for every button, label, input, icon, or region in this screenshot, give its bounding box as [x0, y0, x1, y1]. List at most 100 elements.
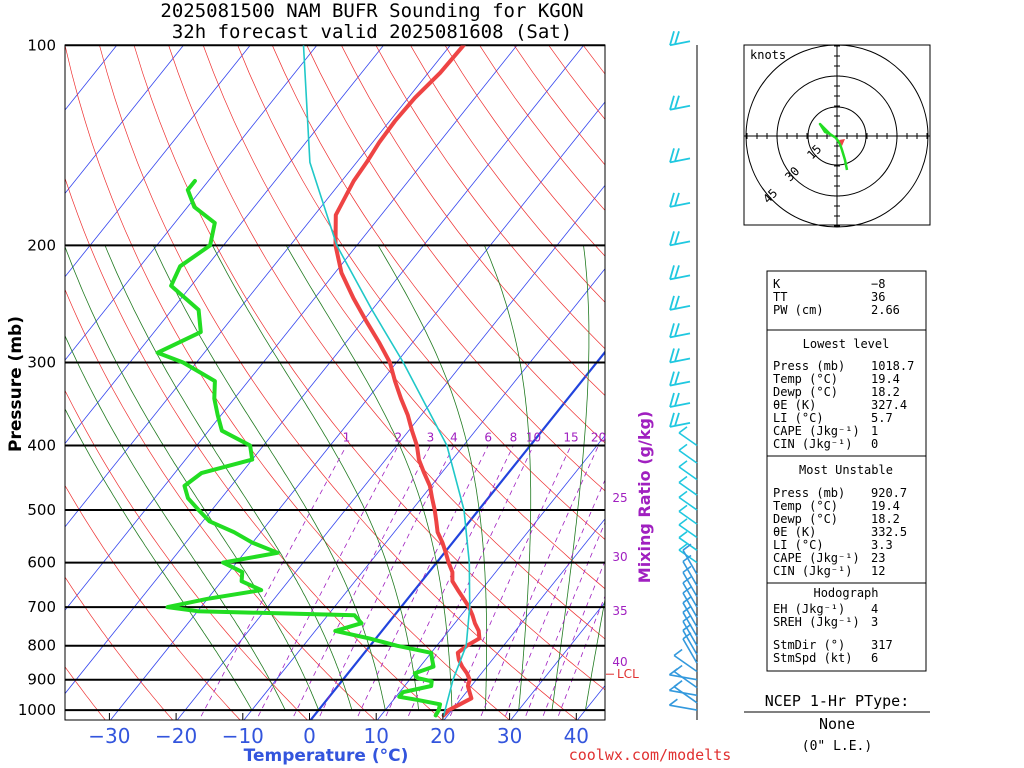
isotherm-line — [443, 518, 605, 720]
index-value: 4 — [871, 602, 878, 616]
wind-barb-staff — [678, 449, 698, 464]
wind-barb-flag — [682, 586, 692, 594]
wind-barb-staff — [682, 561, 698, 587]
index-value: 3 — [871, 615, 878, 629]
section-heading: Most Unstable — [799, 463, 893, 477]
x-tick-label: −30 — [88, 724, 130, 748]
moist-adiabat-line — [377, 245, 487, 711]
moist-adiabat-line — [212, 245, 420, 711]
wind-barb-staff — [678, 524, 698, 539]
index-value: 23 — [871, 551, 885, 565]
wind-barb-flag — [682, 632, 692, 640]
dry-adiabat-line — [168, 45, 605, 640]
index-value: 1018.7 — [871, 359, 914, 373]
wind-barb-staff — [669, 704, 698, 711]
wind-barb-flag — [678, 504, 688, 513]
isotherm-line — [65, 45, 185, 195]
dry-adiabat-line — [65, 45, 511, 720]
wind-barb-flag — [678, 490, 688, 499]
wind-barb-staff — [669, 380, 691, 387]
isotherm-line — [65, 45, 452, 528]
moist-adiabat-line — [65, 334, 286, 711]
wind-barb-staff — [669, 157, 691, 164]
index-label: StmSpd (kt) — [773, 651, 852, 665]
mixing-ratio-label: 15 — [563, 431, 578, 445]
mixing-ratio-line — [198, 445, 347, 720]
index-value: 0 — [871, 437, 878, 451]
hodograph-units: knots — [750, 48, 786, 62]
wind-barb-flag — [678, 531, 688, 539]
wind-barb-flag — [669, 412, 675, 428]
moist-adiabat-line — [153, 245, 386, 711]
wind-barb-staff — [673, 686, 698, 704]
x-tick-label: 0 — [303, 724, 316, 748]
index-label: StmDir (°) — [773, 638, 845, 652]
moist-adiabat-line — [104, 245, 353, 711]
index-label: Temp (°C) — [773, 499, 838, 513]
index-label: Dewp (°C) — [773, 385, 838, 399]
mixing-ratio-label: 4 — [450, 431, 458, 445]
mixing-ratio-line — [355, 445, 489, 720]
mixing-ratio-axis-label: Mixing Ratio (g/kg) — [635, 411, 654, 583]
mixing-ratio-label: 35 — [612, 604, 627, 618]
wind-barb-flag — [669, 95, 675, 110]
index-value: 5.7 — [871, 411, 893, 425]
mixing-ratio-label: 25 — [612, 491, 627, 505]
index-label: TT — [773, 290, 787, 304]
wind-barb-flag — [678, 443, 688, 452]
wind-barb-flag — [673, 664, 683, 673]
mixing-ratio-label: 8 — [510, 431, 518, 445]
isotherm-line — [65, 45, 318, 361]
wind-barb-flag — [674, 95, 680, 109]
wind-barb-flag — [682, 596, 692, 604]
wind-barb-flag — [682, 576, 692, 584]
index-label: θE (K) — [773, 398, 816, 412]
dry-adiabat-line — [341, 45, 605, 396]
index-label: EH (Jkg⁻¹) — [773, 602, 845, 616]
index-label: θE (K) — [773, 525, 816, 539]
wind-barb-staff — [669, 202, 691, 208]
y-tick-label: 800 — [27, 637, 56, 655]
index-value: 1 — [871, 424, 878, 438]
wind-barb-flag — [669, 295, 675, 311]
isotherm-line — [65, 45, 251, 278]
wind-barb-flag — [682, 605, 692, 613]
x-tick-label: 10 — [363, 724, 388, 748]
index-label: PW (cm) — [773, 303, 824, 317]
x-tick-label: 40 — [564, 724, 589, 748]
dry-adiabat-line — [65, 484, 241, 720]
isotherm-line — [110, 101, 605, 720]
indices-frame — [766, 270, 927, 672]
mixing-ratio-line — [406, 445, 534, 720]
wind-barb-flag — [669, 148, 675, 163]
y-tick-label: 300 — [27, 354, 56, 372]
dry-adiabat-line — [65, 576, 174, 720]
index-label: CIN (Jkg⁻¹) — [773, 437, 852, 451]
wind-barb-flag — [669, 392, 675, 408]
index-label: Press (mb) — [773, 486, 845, 500]
wind-barb-staff — [669, 332, 691, 339]
wind-barb-flag — [682, 554, 692, 563]
wind-barb-staff — [682, 638, 698, 664]
storm-motion-marker — [839, 139, 845, 146]
index-label: K — [773, 277, 781, 291]
moist-adiabat-line — [551, 245, 590, 711]
index-value: 332.5 — [871, 525, 907, 539]
mixing-ratio-line — [448, 445, 572, 720]
wind-barb-staff — [678, 432, 698, 447]
index-value: 18.2 — [871, 512, 900, 526]
wind-barb-flag — [674, 323, 680, 337]
y-axis-label: Pressure (mb) — [6, 316, 26, 452]
ptype-sub: (0" L.E.) — [802, 739, 872, 754]
index-label: Dewp (°C) — [773, 512, 838, 526]
ptype-heading: NCEP 1-Hr PType: — [765, 692, 910, 710]
wind-barb-flag — [669, 192, 675, 208]
x-axis-label: Temperature (°C) — [244, 746, 409, 766]
index-value: −8 — [871, 277, 885, 291]
wind-barb-staff — [669, 240, 691, 247]
index-label: SREH (Jkg⁻¹) — [773, 615, 860, 629]
mixing-ratio-label: 2 — [394, 431, 402, 445]
dry-adiabat-line — [306, 45, 605, 444]
wind-barb-flag — [678, 475, 688, 484]
